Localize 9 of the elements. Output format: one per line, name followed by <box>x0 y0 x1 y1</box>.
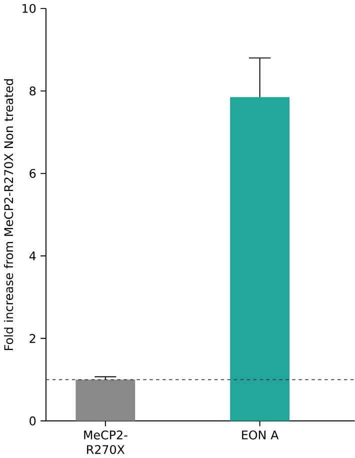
y-tick-label: 6 <box>30 168 36 178</box>
y-tick-label: 8 <box>30 86 36 96</box>
x-tick-label: EON A <box>242 430 278 440</box>
y-tick-label: 2 <box>30 334 36 343</box>
y-axis-title: Fold increase from MeCP2-R270X Non treated <box>4 79 14 350</box>
y-tick-label: 0 <box>29 416 36 426</box>
x-tick-label: MeCP2-R270X <box>84 430 128 454</box>
y-tick-label: 10 <box>22 4 36 13</box>
y-tick-label: 4 <box>29 252 36 260</box>
